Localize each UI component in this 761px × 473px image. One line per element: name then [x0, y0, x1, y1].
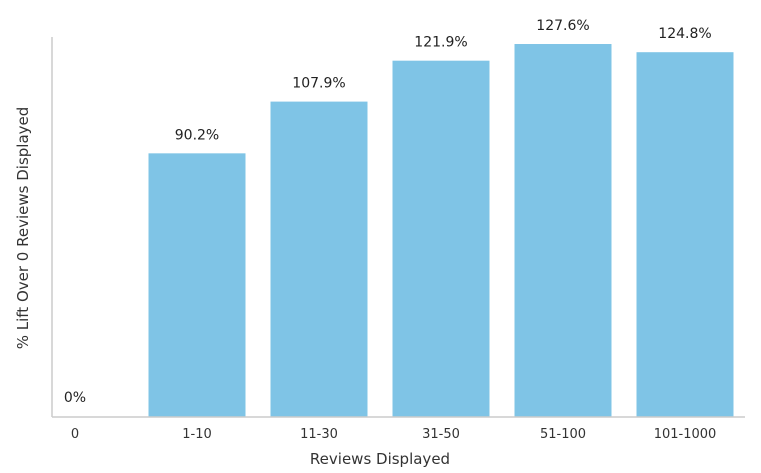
- bars: [148, 44, 734, 418]
- bar-1-10: [148, 153, 246, 418]
- data-label: 0%: [64, 390, 86, 406]
- x-tick-label: 0: [71, 427, 79, 442]
- data-label: 107.9%: [292, 76, 345, 92]
- x-tick-label: 31-50: [422, 427, 460, 442]
- x-axis-title: Reviews Displayed: [310, 450, 450, 468]
- bar-31-50: [392, 60, 490, 418]
- data-label: 121.9%: [414, 35, 467, 51]
- bar-101-1000: [636, 52, 734, 417]
- data-label: 90.2%: [175, 127, 219, 143]
- x-tick-label: 11-30: [300, 427, 338, 442]
- x-tick-label: 101-1000: [654, 427, 717, 442]
- data-label: 124.8%: [658, 26, 711, 42]
- x-tick-label: 1-10: [182, 427, 212, 442]
- bar-11-30: [270, 101, 368, 417]
- x-tick-label: 51-100: [540, 427, 586, 442]
- bar-51-100: [514, 44, 612, 418]
- y-axis-title: % Lift Over 0 Reviews Displayed: [14, 107, 32, 350]
- data-labels: 0% 90.2% 107.9% 121.9% 127.6% 124.8%: [64, 18, 712, 406]
- data-label: 127.6%: [536, 18, 589, 34]
- x-tick-labels: 0 1-10 11-30 31-50 51-100 101-1000: [71, 427, 716, 442]
